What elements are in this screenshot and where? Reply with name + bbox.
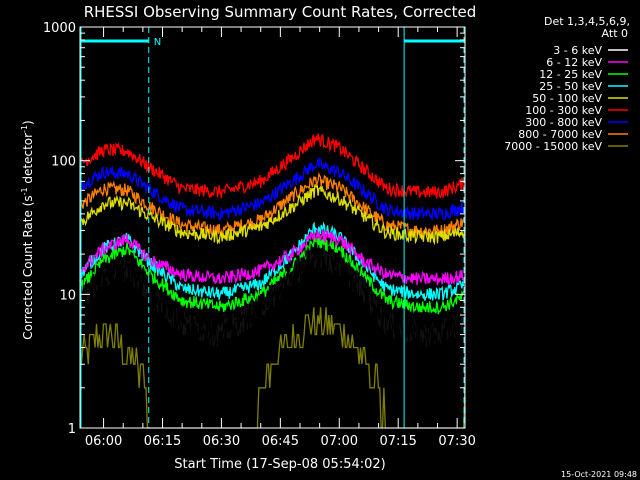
legend-label-1: 3 - 6 keV bbox=[553, 44, 602, 57]
y-axis-label-part-2: detector bbox=[21, 133, 35, 188]
y-tick-label: 1 bbox=[68, 422, 76, 437]
x-axis-label: Start Time (17-Sep-08 05:54:02) bbox=[174, 457, 385, 472]
flag-label: N bbox=[154, 37, 161, 48]
legend-label-4: 25 - 50 keV bbox=[539, 80, 602, 93]
timestamp: 15-Oct-2021 09:48 bbox=[561, 470, 637, 479]
x-tick-label: 06:00 bbox=[85, 434, 122, 449]
y-axis-label-part-3: ) bbox=[21, 120, 35, 125]
legend-label-3: 12 - 25 keV bbox=[539, 68, 602, 81]
x-tick-label: 06:30 bbox=[203, 434, 240, 449]
series-line-5 bbox=[79, 184, 465, 246]
x-tick-label: 06:45 bbox=[262, 434, 299, 449]
legend-header-1: Det 1,3,4,5,6,9, bbox=[544, 15, 630, 28]
legend-label-6: 100 - 300 keV bbox=[525, 104, 602, 117]
series-line-7 bbox=[79, 157, 465, 222]
plot-frame bbox=[79, 26, 466, 429]
y-tick-label: 100 bbox=[51, 155, 76, 170]
y-axis-label-sup-2: -1 bbox=[20, 125, 29, 133]
series-line-3 bbox=[79, 236, 465, 315]
legend-label-5: 50 - 100 keV bbox=[532, 92, 602, 105]
x-tick-label: 07:00 bbox=[321, 434, 358, 449]
legend-label-9: 7000 - 15000 keV bbox=[504, 140, 602, 153]
legend-label-7: 300 - 800 keV bbox=[525, 116, 602, 129]
axes: 1 10 100 1000 06:00 06:15 06:30 06:45 07:00 07:15… bbox=[43, 21, 476, 449]
x-tick-label: 07:15 bbox=[379, 434, 416, 449]
legend-label-8: 800 - 7000 keV bbox=[518, 128, 602, 141]
chart-title: RHESSI Observing Summary Count Rates, Co… bbox=[84, 3, 477, 21]
y-axis-label-part-1: Corrected Count Rate (s bbox=[21, 195, 35, 339]
series-line-1-visible bbox=[79, 241, 466, 348]
legend-header-2: Att 0 bbox=[602, 27, 628, 40]
series-line-6 bbox=[79, 133, 465, 199]
series-line-2 bbox=[79, 229, 465, 286]
y-tick-label: 1000 bbox=[43, 21, 76, 36]
x-tick-label: 06:15 bbox=[144, 434, 181, 449]
series-line-8 bbox=[79, 171, 465, 238]
y-axis-label-sup-1: -1 bbox=[20, 187, 29, 195]
y-tick-label: 10 bbox=[59, 288, 76, 303]
x-tick-label: 07:30 bbox=[438, 434, 475, 449]
legend-label-2: 6 - 12 keV bbox=[546, 56, 602, 69]
y-axis-label: Corrected Count Rate (s-1 detector-1) bbox=[20, 120, 35, 339]
